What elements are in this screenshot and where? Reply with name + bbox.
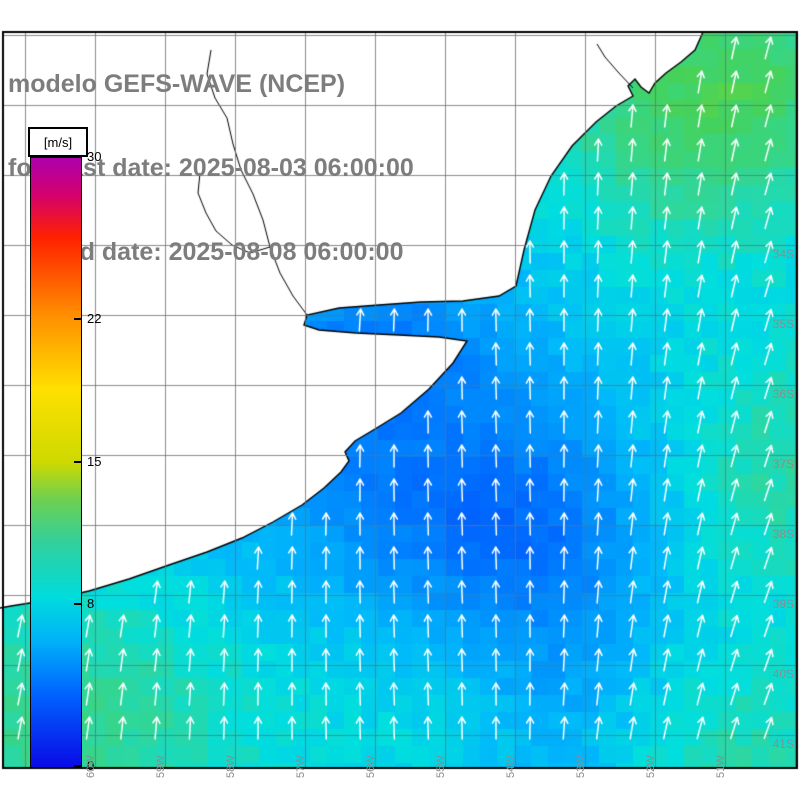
- longitude-label: 53W: [575, 755, 587, 778]
- longitude-label: 60W: [85, 755, 97, 778]
- colorbar-tick-label: 0: [87, 758, 95, 773]
- longitude-label: 57W: [295, 755, 307, 778]
- latitude-label: 36S: [772, 387, 794, 401]
- colorbar-tick-label: 22: [87, 311, 102, 327]
- colorbar-tick-mark: [74, 602, 82, 605]
- colorbar-tick-label: 30: [87, 149, 102, 164]
- longitude-label: 56W: [365, 755, 377, 778]
- latitude-label: 38S: [772, 527, 794, 541]
- longitude-label: 55W: [435, 755, 447, 778]
- latitude-label: 39S: [772, 597, 794, 611]
- longitude-label: 59W: [155, 755, 167, 778]
- longitude-label: 52W: [645, 755, 657, 778]
- colorbar-tick-mark: [74, 318, 82, 321]
- latitude-label: 41S: [772, 737, 794, 751]
- colorbar-unit-label: [m/s]: [28, 127, 88, 157]
- latitude-label: 40S: [772, 667, 794, 681]
- longitude-label: 51W: [715, 755, 727, 778]
- longitude-label: 54W: [505, 755, 517, 778]
- colorbar-tick-label: 15: [87, 453, 102, 469]
- latitude-label: 37S: [772, 457, 794, 471]
- colorbar-gradient: [30, 157, 82, 768]
- longitude-label: 58W: [225, 755, 237, 778]
- latitude-label: 35S: [772, 317, 794, 331]
- model-title: modelo GEFS-WAVE (NCEP): [8, 70, 346, 98]
- latitude-label: 34S: [772, 247, 794, 261]
- colorbar-tick-mark: [74, 460, 82, 463]
- colorbar-tick-mark: [74, 156, 82, 158]
- colorbar-tick-label: 8: [87, 595, 95, 611]
- colorbar-tick-mark: [74, 765, 82, 767]
